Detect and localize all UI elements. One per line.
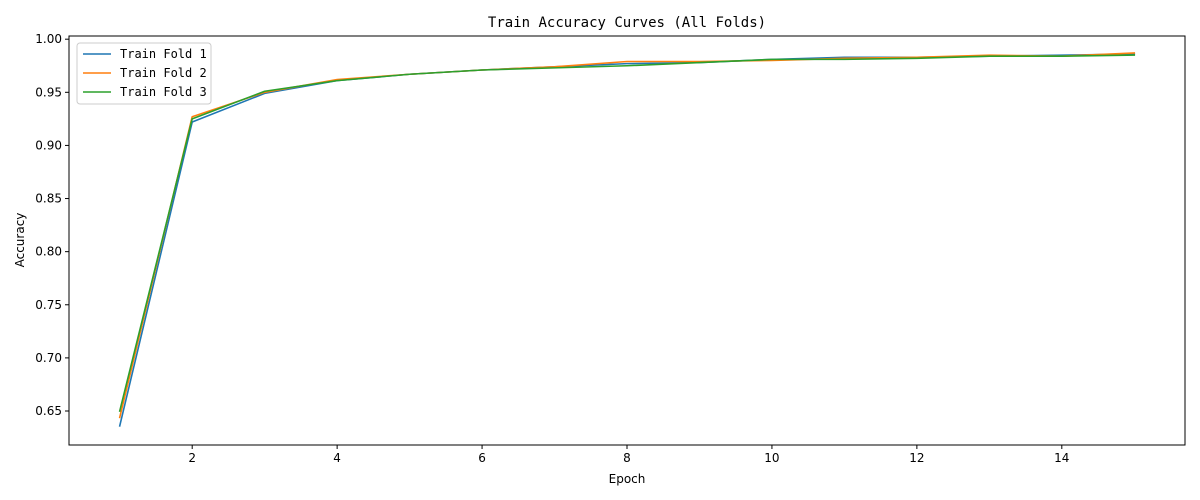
y-tick-label: 0.95 (35, 85, 62, 99)
series-lines (118, 52, 1136, 427)
y-axis-label: Accuracy (13, 213, 27, 268)
x-axis-label: Epoch (609, 472, 646, 486)
legend-label: Train Fold 2 (120, 66, 207, 80)
legend-box (76, 42, 212, 105)
series-line-fold-1 (118, 53, 1136, 427)
x-tick-label: 12 (909, 451, 924, 465)
x-tick-label: 10 (764, 451, 779, 465)
y-tick-label: 1.00 (35, 32, 62, 46)
x-tick-label: 4 (333, 451, 341, 465)
legend: Train Fold 1 Train Fold 2 Train Fold 3 (76, 42, 212, 105)
y-tick-label: 0.85 (35, 192, 62, 206)
legend-label: Train Fold 1 (120, 47, 207, 61)
x-tick-label: 8 (623, 451, 631, 465)
y-tick-label: 0.75 (35, 298, 62, 312)
series-line-fold-3 (118, 54, 1136, 412)
x-tick-label: 14 (1054, 451, 1069, 465)
x-axis: 2 4 6 8 10 12 14 (188, 445, 1069, 465)
y-axis: 0.65 0.70 0.75 0.80 0.85 0.90 0.95 1.00 (35, 32, 69, 418)
x-tick-label: 6 (478, 451, 486, 465)
series-line-fold-2 (118, 52, 1136, 419)
y-tick-label: 0.65 (35, 404, 62, 418)
legend-label: Train Fold 3 (120, 85, 207, 99)
y-tick-label: 0.90 (35, 138, 62, 152)
plot-area-frame (68, 35, 1186, 446)
y-tick-label: 0.70 (35, 351, 62, 365)
y-tick-label: 0.80 (35, 245, 62, 259)
x-tick-label: 2 (188, 451, 196, 465)
chart-title: Train Accuracy Curves (All Folds) (488, 15, 766, 31)
